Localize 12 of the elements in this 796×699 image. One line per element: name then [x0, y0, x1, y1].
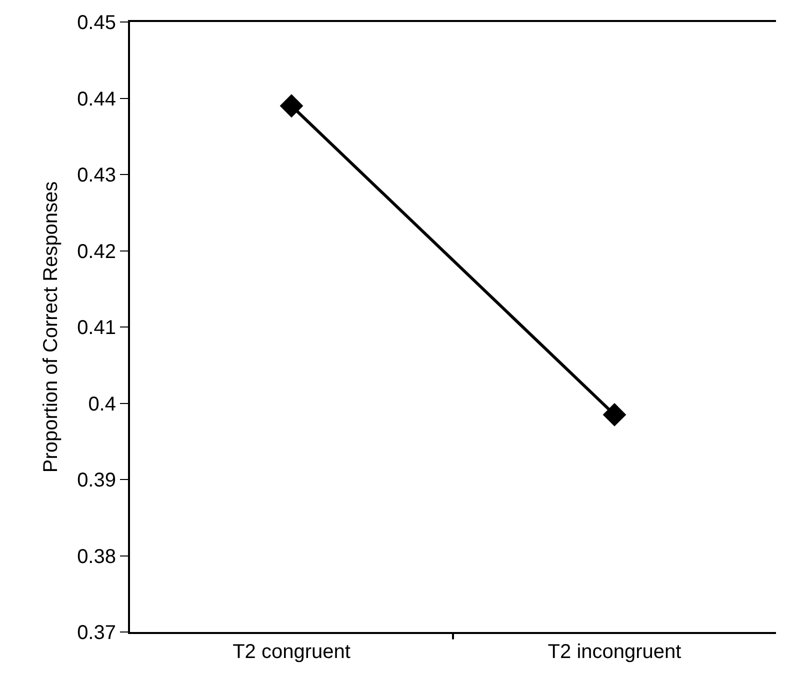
y-tick-label: 0.41: [77, 317, 116, 339]
y-tick-label: 0.4: [88, 393, 116, 416]
x-tick-label: T2 congruent: [232, 641, 351, 663]
y-tick-label: 0.45: [77, 12, 116, 34]
y-tick-label: 0.38: [77, 546, 116, 568]
x-tick-label: T2 incongruent: [548, 641, 682, 663]
y-tick-label: 0.39: [77, 470, 116, 492]
y-tick-label: 0.42: [77, 240, 116, 263]
y-tick-label: 0.37: [77, 622, 116, 644]
y-axis-title: Proportion of Correct Responses: [40, 181, 62, 473]
y-tick-label: 0.43: [77, 164, 116, 186]
y-tick-label: 0.44: [77, 88, 116, 110]
